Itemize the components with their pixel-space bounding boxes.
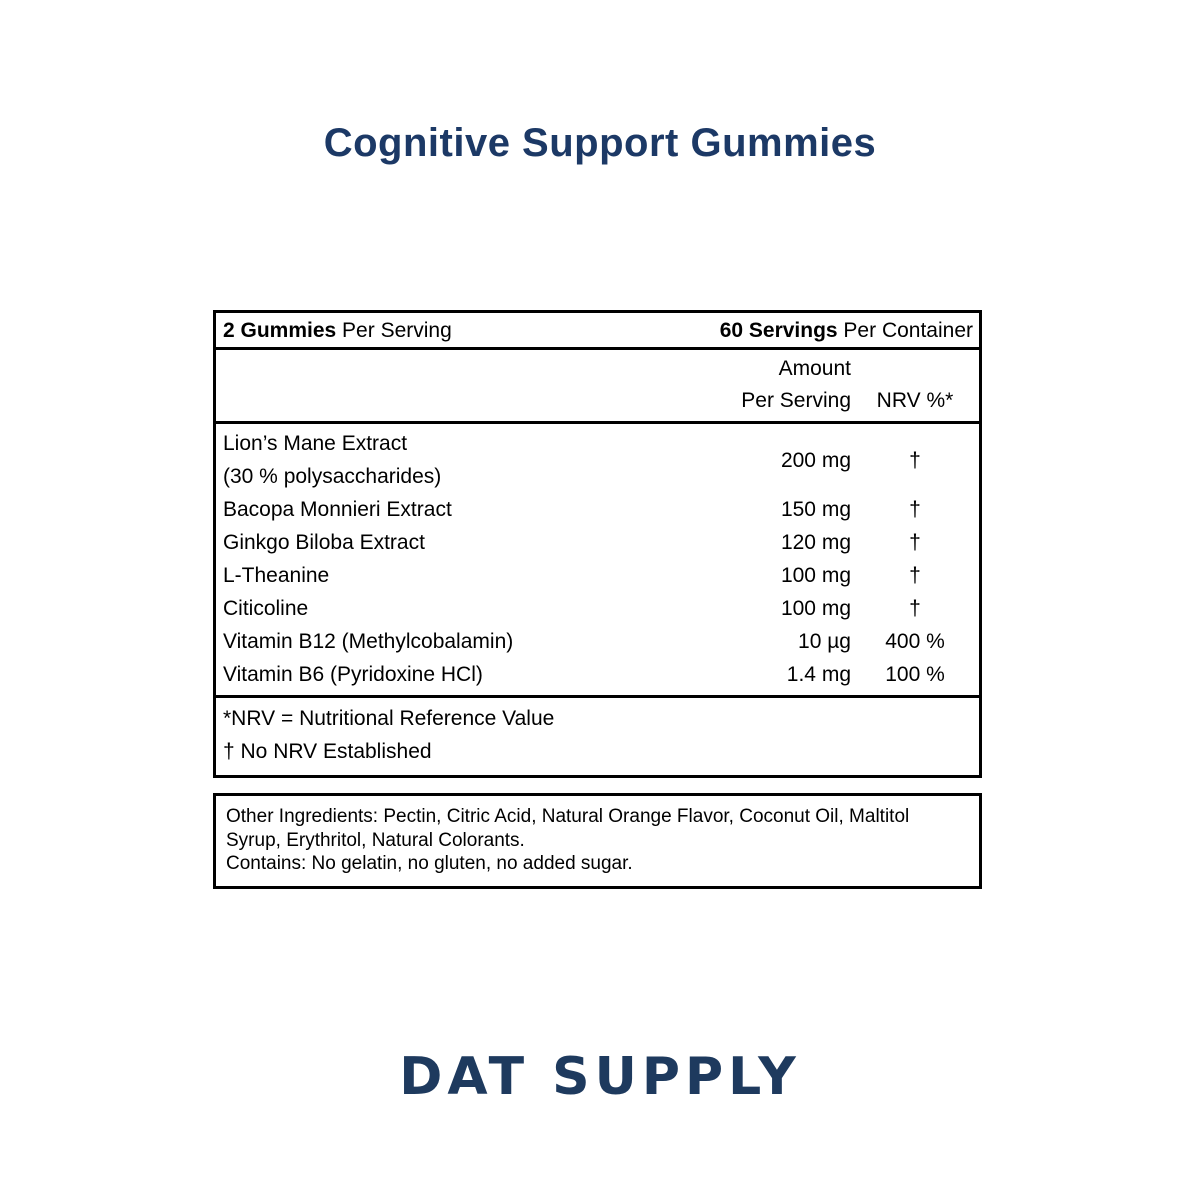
table-row: Vitamin B6 (Pyridoxine HCl) 1.4 mg 100 % [216,658,979,691]
ingredient-nrv: † [909,498,921,521]
servings-per-container: 60 Servings Per Container [720,316,973,345]
ingredient-name: Vitamin B6 (Pyridoxine HCl) [223,663,483,686]
table-row: Vitamin B12 (Methylcobalamin) 10 µg 400 … [216,625,979,658]
ingredient-name: Citicoline [223,597,309,620]
table-row: L-Theanine 100 mg † [216,559,979,592]
ingredient-name: Vitamin B12 (Methylcobalamin) [223,630,514,653]
amount-header-line1: Amount [778,357,851,380]
ingredient-name: Lion’s Mane Extract (30 % polysaccharide… [223,432,442,488]
amount-column-header: Amount Per Serving [681,353,851,417]
table-row: Lion’s Mane Extract (30 % polysaccharide… [216,427,979,493]
ingredient-nrv: † [909,448,921,472]
ingredient-name: Ginkgo Biloba Extract [223,531,425,554]
ingredient-nrv: 100 % [885,663,945,686]
table-row: Ginkgo Biloba Extract 120 mg † [216,526,979,559]
ingredient-nrv: 400 % [885,630,945,653]
serving-info-row: 2 Gummies Per Serving 60 Servings Per Co… [216,313,979,350]
product-title: Cognitive Support Gummies [323,121,877,165]
brand-logo: DAT SUPPLY [399,1047,801,1107]
ingredient-name: Bacopa Monnieri Extract [223,498,452,521]
ingredient-amount: 10 µg [798,630,851,653]
no-nrv-footnote: † No NRV Established [223,740,432,763]
ingredient-amount: 100 mg [780,597,851,620]
ingredient-amount: 200 mg [780,448,851,472]
ingredient-name: L-Theanine [223,564,330,587]
ingredient-nrv: † [909,564,921,587]
servings-count-value: 60 Servings [719,319,838,342]
serving-size: 2 Gummies Per Serving [223,316,452,345]
amount-header-line2: Per Serving [741,389,851,412]
other-ingredients-box: Other Ingredients: Pectin, Citric Acid, … [213,793,982,889]
ingredients-table-body: Lion’s Mane Extract (30 % polysaccharide… [216,424,979,698]
ingredient-nrv: † [909,597,921,620]
column-headers-row: Amount Per Serving NRV %* [216,350,979,424]
ingredient-nrv: † [909,531,921,554]
ingredient-amount: 120 mg [780,531,851,554]
supplement-facts-table: 2 Gummies Per Serving 60 Servings Per Co… [213,310,982,778]
footnotes-section: *NRV = Nutritional Reference Value † No … [216,698,979,775]
header-spacer [216,353,681,417]
nrv-column-header: NRV %* [876,389,954,412]
servings-count-suffix: Per Container [837,319,973,342]
serving-size-suffix: Per Serving [336,319,452,342]
ingredient-amount: 150 mg [780,498,851,521]
table-row: Bacopa Monnieri Extract 150 mg † [216,493,979,526]
ingredient-amount: 100 mg [780,564,851,587]
ingredient-amount: 1.4 mg [786,663,851,686]
serving-size-value: 2 Gummies [223,319,337,342]
nrv-definition-footnote: *NRV = Nutritional Reference Value [223,707,555,730]
table-row: Citicoline 100 mg † [216,592,979,625]
